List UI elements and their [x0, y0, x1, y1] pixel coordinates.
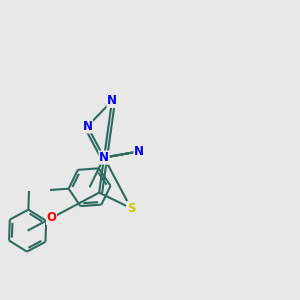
Text: N: N — [134, 145, 144, 158]
Text: N: N — [82, 120, 92, 133]
Text: N: N — [107, 94, 117, 107]
Text: O: O — [46, 212, 56, 224]
Text: S: S — [127, 202, 135, 214]
Text: N: N — [99, 151, 109, 164]
